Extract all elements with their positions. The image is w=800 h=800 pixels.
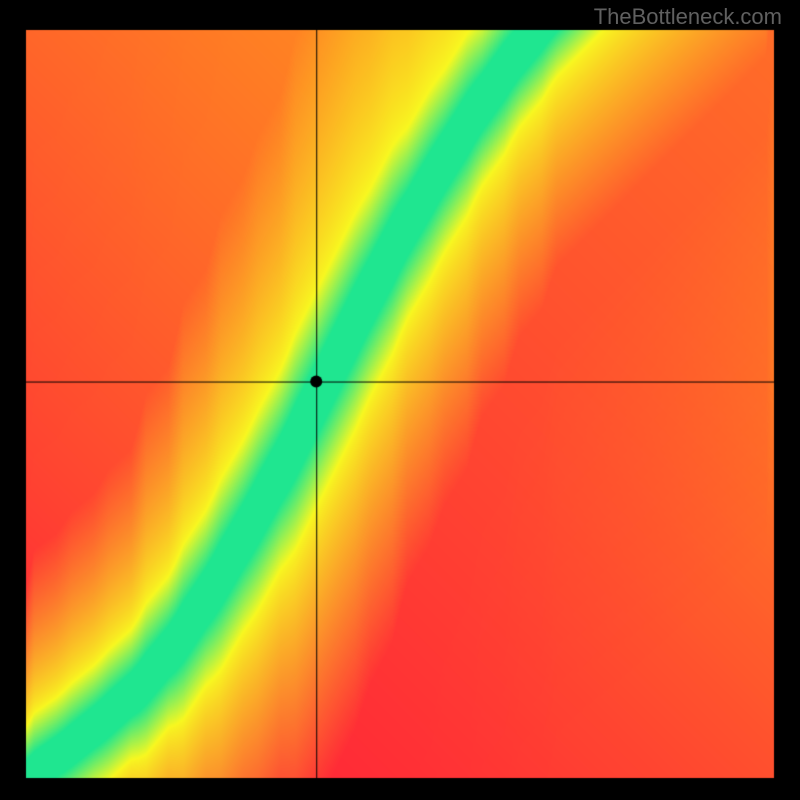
bottleneck-heatmap xyxy=(0,0,800,800)
chart-container: TheBottleneck.com xyxy=(0,0,800,800)
watermark: TheBottleneck.com xyxy=(594,4,782,30)
